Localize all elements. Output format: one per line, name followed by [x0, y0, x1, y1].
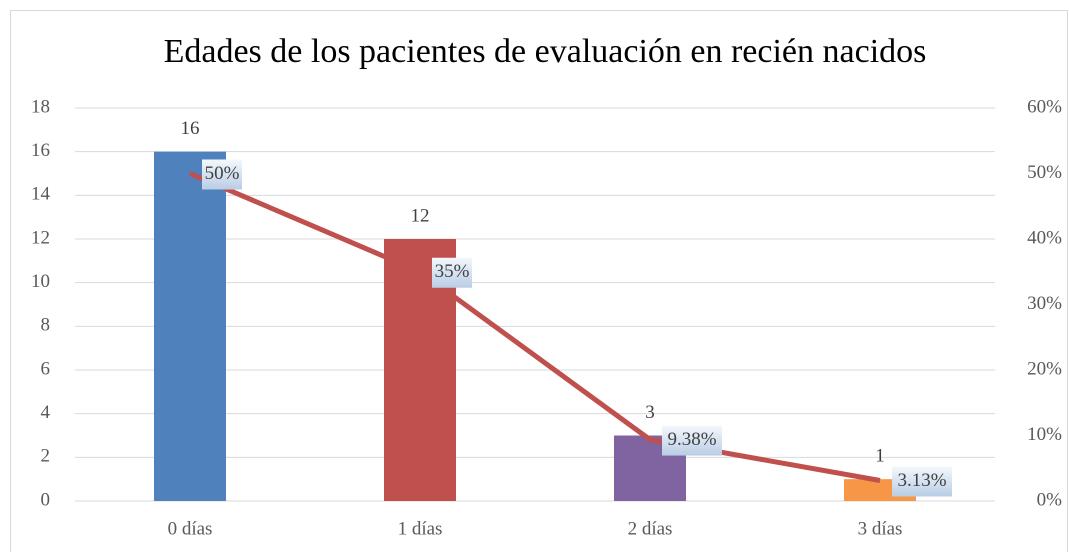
line-value-label: 9.38%: [667, 429, 716, 450]
y-tick-label: 10: [31, 271, 50, 292]
y-tick-label: 4: [41, 402, 51, 423]
bar-value-label: 12: [411, 205, 430, 226]
y2-tick-label: 40%: [1027, 227, 1062, 248]
line-value-label: 35%: [435, 261, 470, 282]
bar: [154, 151, 226, 501]
y2-tick-label: 20%: [1027, 358, 1062, 379]
bar-value-label: 16: [181, 118, 200, 139]
bar-value-label: 1: [875, 446, 885, 467]
y-tick-label: 16: [31, 140, 50, 161]
y-tick-label: 18: [31, 96, 50, 117]
y2-tick-label: 0%: [1037, 489, 1063, 510]
line: [189, 171, 881, 483]
line-value-label: 3.13%: [897, 470, 946, 491]
y2-tick-label: 60%: [1027, 96, 1062, 117]
bar-value-label: 3: [645, 402, 655, 423]
y2-tick-label: 30%: [1027, 293, 1062, 314]
y-tick-label: 12: [31, 227, 50, 248]
line-label-box: [432, 257, 472, 288]
chart-title: Edades de los pacientes de evaluación en…: [164, 33, 927, 70]
y-tick-label: 6: [41, 358, 51, 379]
line-label-box: [662, 425, 722, 456]
y2-tick-label: 10%: [1027, 424, 1062, 445]
line-label-box: [202, 159, 242, 190]
y-tick-label: 14: [31, 184, 51, 205]
x-tick-label: 2 días: [628, 518, 673, 539]
x-tick-label: 1 días: [398, 518, 443, 539]
x-tick-label: 0 días: [168, 518, 213, 539]
y-tick-label: 8: [41, 315, 51, 336]
y-tick-label: 2: [41, 446, 51, 467]
y-tick-label: 0: [41, 489, 51, 510]
line-value-label: 50%: [205, 163, 240, 184]
y2-tick-label: 50%: [1027, 162, 1062, 183]
line-label-box: [892, 466, 952, 497]
x-tick-label: 3 días: [858, 518, 903, 539]
